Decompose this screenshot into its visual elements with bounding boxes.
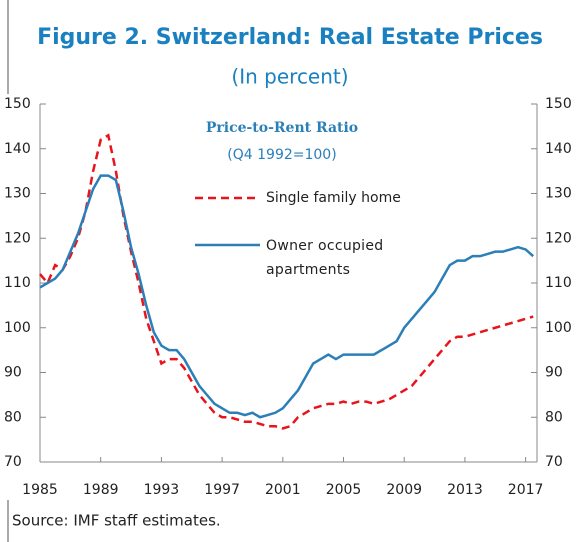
chart-title: Figure 2. Switzerland: Real Estate Price… — [37, 25, 543, 50]
y-tick-label: 70 — [4, 454, 22, 470]
y-tick-label: 90 — [4, 365, 22, 381]
series-line — [39, 174, 535, 419]
y-tick-label: 120 — [4, 230, 31, 246]
annotation: (Q4 1992=100) — [227, 147, 336, 163]
series-line — [39, 133, 534, 430]
y2-tick-label: 90 — [545, 365, 563, 381]
chart-subtitle: (In percent) — [231, 65, 348, 89]
y2-tick-label: 110 — [545, 275, 572, 291]
y2-tick-label: 150 — [545, 96, 572, 112]
x-tick-label: 1997 — [204, 482, 240, 498]
legend-label: Single family home — [266, 190, 401, 206]
y-tick-label: 80 — [4, 409, 22, 425]
y-tick-label: 130 — [4, 186, 31, 202]
y-tick-label: 100 — [4, 320, 31, 336]
y2-tick-label: 130 — [545, 186, 572, 202]
annotation: Price-to-Rent Ratio — [206, 120, 358, 136]
y2-tick-label: 100 — [545, 320, 572, 336]
x-tick-label: 2009 — [386, 482, 422, 498]
y-tick-label: 140 — [4, 141, 31, 157]
source-note: Source: IMF staff estimates. — [12, 512, 221, 530]
legend-label: Owner occupied apartments — [266, 238, 384, 278]
x-tick-label: 1985 — [22, 482, 58, 498]
y2-tick-label: 120 — [545, 230, 572, 246]
x-tick-label: 2001 — [265, 482, 301, 498]
y-tick-label: 150 — [4, 96, 31, 112]
x-tick-label: 2005 — [326, 482, 362, 498]
x-tick-label: 2017 — [508, 482, 544, 498]
y2-tick-label: 80 — [545, 409, 563, 425]
x-tick-label: 2013 — [447, 482, 483, 498]
y2-tick-label: 140 — [545, 141, 572, 157]
x-tick-label: 1989 — [83, 482, 119, 498]
y2-tick-label: 70 — [545, 454, 563, 470]
x-tick-label: 1993 — [144, 482, 180, 498]
y-tick-label: 110 — [4, 275, 31, 291]
